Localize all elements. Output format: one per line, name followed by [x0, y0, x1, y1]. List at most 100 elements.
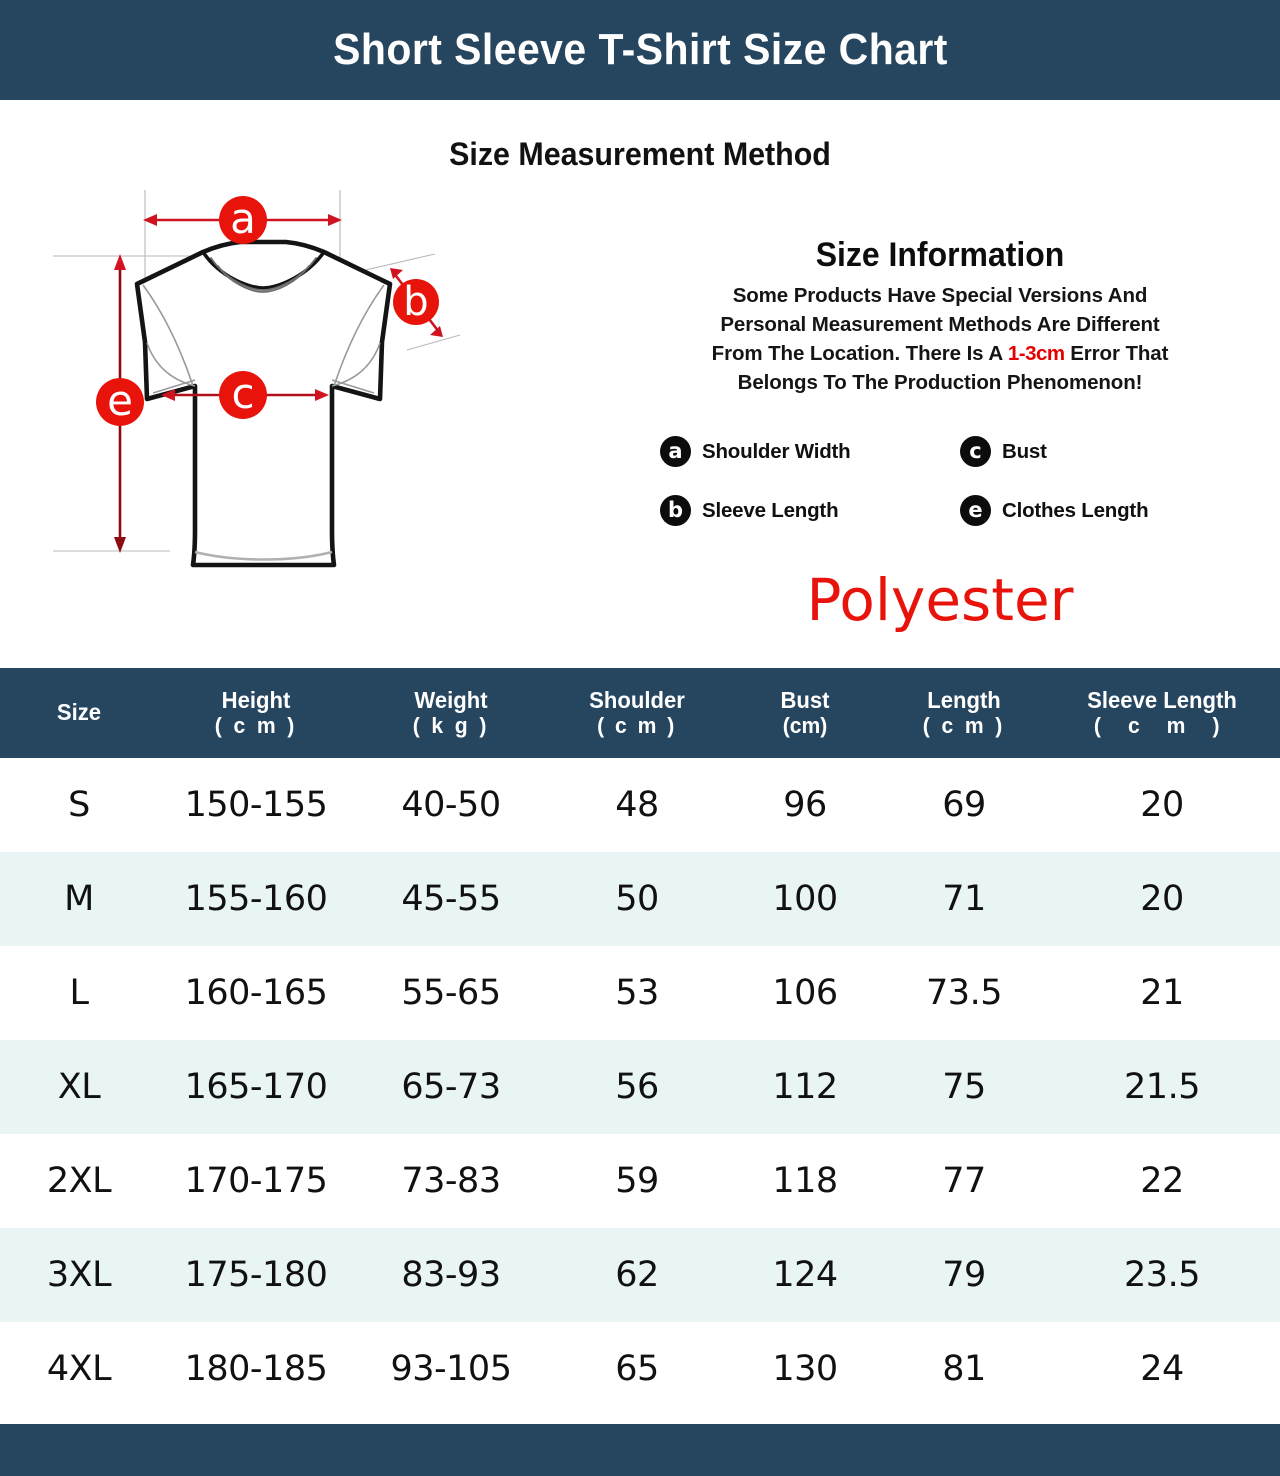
legend-item-sleeve-length: b Sleeve Length: [660, 495, 960, 526]
cell-size: 4XL: [46, 1349, 112, 1389]
table-row: M 155-160 45-55 50 100 71 20: [0, 852, 1280, 946]
cell-size: M: [64, 879, 94, 919]
cell-size: 2XL: [46, 1161, 112, 1201]
table-row: L 160-165 55-65 53 106 73.5 21: [0, 946, 1280, 1040]
info-line-3-prefix: From The Location. There Is A: [711, 342, 1008, 366]
cell-length: 69: [942, 785, 986, 825]
cell-weight: 83-93: [401, 1255, 501, 1295]
column-header-size: Size: [56, 699, 102, 726]
cell-length: 81: [942, 1349, 986, 1389]
info-line-2: Personal Measurement Methods Are Differe…: [720, 313, 1160, 337]
cell-sleeve: 20: [1140, 785, 1184, 825]
material-label: Polyester: [806, 566, 1074, 634]
cell-shoulder: 50: [615, 879, 659, 919]
marker-b-circle: [393, 279, 439, 325]
marker-c-circle: [219, 371, 267, 419]
cell-length: 71: [942, 879, 986, 919]
info-line-3: From The Location. There Is A 1-3cm Erro…: [640, 339, 1240, 368]
cell-weight: 65-73: [401, 1067, 501, 1107]
size-information-heading: Size Information: [815, 236, 1065, 274]
cell-length: 79: [942, 1255, 986, 1295]
svg-text:e: e: [107, 376, 133, 425]
cell-height: 175-180: [184, 1255, 328, 1295]
cell-sleeve: 24: [1140, 1349, 1184, 1389]
cell-sleeve: 21: [1140, 973, 1184, 1013]
cell-length: 77: [942, 1161, 986, 1201]
cell-bust: 112: [772, 1067, 838, 1107]
cell-bust: 106: [772, 973, 838, 1013]
svg-text:b: b: [403, 279, 428, 325]
cell-weight: 45-55: [401, 879, 501, 919]
tshirt-measurement-diagram: a b c e: [35, 180, 505, 600]
info-line-1: Some Products Have Special Versions And: [732, 284, 1148, 307]
column-header-length: Length ( c m ): [922, 686, 1006, 738]
cell-height: 180-185: [184, 1349, 328, 1389]
svg-text:a: a: [230, 194, 256, 243]
cell-shoulder: 62: [615, 1255, 659, 1295]
cell-shoulder: 56: [615, 1067, 659, 1107]
legend-label-clothes-length: Clothes Length: [1002, 498, 1149, 522]
cell-height: 165-170: [184, 1067, 328, 1107]
cell-shoulder: 53: [615, 973, 659, 1013]
badge-a-icon: a: [660, 436, 691, 467]
table-row: 2XL 170-175 73-83 59 118 77 22: [0, 1134, 1280, 1228]
table-row: S 150-155 40-50 48 96 69 20: [0, 758, 1280, 852]
size-information-body: Some Products Have Special Versions And …: [640, 281, 1240, 397]
cell-sleeve: 20: [1140, 879, 1184, 919]
marker-a-circle: [219, 196, 267, 244]
size-table-header-row: Size Height ( c m ) Weight ( k g ) Shoul…: [0, 668, 1280, 758]
badge-b-icon: b: [660, 495, 691, 526]
cell-bust: 100: [772, 879, 838, 919]
cell-weight: 40-50: [401, 785, 501, 825]
table-row: 3XL 175-180 83-93 62 124 79 23.5: [0, 1228, 1280, 1322]
size-table: Size Height ( c m ) Weight ( k g ) Shoul…: [0, 668, 1280, 1416]
legend-item-bust: c Bust: [960, 436, 1220, 467]
column-header-weight: Weight ( k g ): [412, 686, 490, 738]
cell-sleeve: 21.5: [1124, 1067, 1200, 1107]
tolerance-highlight: 1-3cm: [1007, 342, 1065, 366]
cell-height: 170-175: [184, 1161, 328, 1201]
cell-shoulder: 59: [615, 1161, 659, 1201]
legend-label-shoulder-width: Shoulder Width: [702, 439, 851, 463]
cell-height: 160-165: [184, 973, 328, 1013]
legend-label-bust: Bust: [1002, 439, 1047, 463]
badge-e-icon: e: [960, 495, 991, 526]
legend-item-clothes-length: e Clothes Length: [960, 495, 1220, 526]
cell-sleeve: 23.5: [1124, 1255, 1200, 1295]
info-line-3-suffix: Error That: [1064, 342, 1169, 366]
cell-weight: 55-65: [401, 973, 501, 1013]
cell-bust: 124: [772, 1255, 838, 1295]
cell-length: 73.5: [926, 973, 1002, 1013]
cell-bust: 96: [783, 785, 827, 825]
cell-size: L: [69, 973, 90, 1013]
cell-shoulder: 65: [615, 1349, 659, 1389]
cell-length: 75: [942, 1067, 986, 1107]
column-header-bust: Bust (cm): [780, 686, 830, 738]
column-header-shoulder: Shoulder ( c m ): [589, 686, 685, 738]
badge-c-icon: c: [960, 436, 991, 467]
page-title: Short Sleeve T-Shirt Size Chart: [332, 25, 948, 74]
table-row: XL 165-170 65-73 56 112 75 21.5: [0, 1040, 1280, 1134]
legend-label-sleeve-length: Sleeve Length: [702, 498, 839, 522]
cell-bust: 130: [772, 1349, 838, 1389]
cell-size: XL: [57, 1067, 101, 1107]
cell-bust: 118: [772, 1161, 838, 1201]
size-information-panel: Size Information Some Products Have Spec…: [640, 236, 1240, 397]
page-header: Short Sleeve T-Shirt Size Chart: [0, 0, 1280, 100]
cell-size: 3XL: [46, 1255, 112, 1295]
page-footer-bar: [0, 1424, 1280, 1476]
svg-text:c: c: [231, 369, 254, 418]
column-header-height: Height ( c m ): [214, 686, 298, 738]
cell-weight: 93-105: [390, 1349, 512, 1389]
cell-height: 150-155: [184, 785, 328, 825]
cell-height: 155-160: [184, 879, 328, 919]
cell-sleeve: 22: [1140, 1161, 1184, 1201]
info-line-4: Belongs To The Production Phenomenon!: [737, 371, 1143, 395]
marker-e-circle: [96, 378, 144, 426]
legend-item-shoulder-width: a Shoulder Width: [660, 436, 960, 467]
column-header-sleeve-length: Sleeve Length ( c m ): [1087, 686, 1237, 738]
measurement-legend: a Shoulder Width c Bust b Sleeve Length …: [660, 436, 1220, 526]
section-title-measurement-method: Size Measurement Method: [449, 136, 831, 172]
table-row: 4XL 180-185 93-105 65 130 81 24: [0, 1322, 1280, 1416]
